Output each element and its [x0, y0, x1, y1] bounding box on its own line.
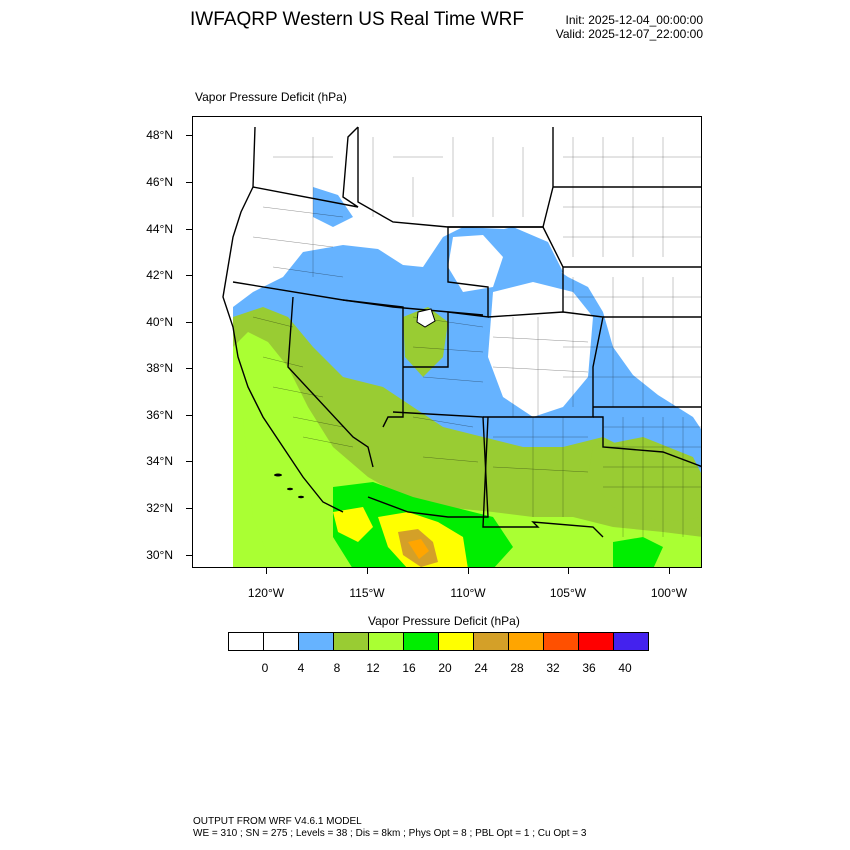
- colorbar-box: [438, 632, 474, 651]
- vpd-region-olive-utah: [403, 307, 448, 377]
- lat-tick: [186, 508, 192, 509]
- lon-label-115: 115°W: [349, 586, 385, 600]
- colorbar-label: 20: [438, 661, 452, 675]
- colorbar-box: [263, 632, 299, 651]
- vpd-region-light-green-ca: [243, 417, 343, 567]
- lon-tick: [669, 568, 670, 574]
- model-config: WE = 310 ; SN = 275 ; Levels = 38 ; Dis …: [193, 828, 587, 839]
- colorbar-box: [228, 632, 264, 651]
- map-title: IWFAQRP Western US Real Time WRF: [190, 9, 524, 30]
- lat-tick: [186, 461, 192, 462]
- colorbar-box: [613, 632, 649, 651]
- lat-label-34: 34°N: [146, 454, 173, 468]
- vpd-region-orange: [408, 539, 429, 559]
- colorbar-box: [578, 632, 614, 651]
- lat-tick: [186, 275, 192, 276]
- colorbar-label: 28: [510, 661, 524, 675]
- colorbar-box: [403, 632, 439, 651]
- model-info: OUTPUT FROM WRF V4.6.1 MODEL: [193, 816, 362, 827]
- lat-tick: [186, 415, 192, 416]
- valid-time: Valid: 2025-12-07_22:00:00: [555, 27, 703, 41]
- colorbar-box: [543, 632, 579, 651]
- lat-tick: [186, 229, 192, 230]
- lon-tick: [568, 568, 569, 574]
- colorbar-label: 32: [546, 661, 560, 675]
- lat-tick: [186, 368, 192, 369]
- vpd-region-green-se: [613, 537, 663, 567]
- vpd-low-wyoming: [448, 235, 503, 292]
- lon-tick: [367, 568, 368, 574]
- lon-label-100: 100°W: [650, 586, 688, 600]
- colorbar-label: 8: [333, 661, 341, 675]
- lat-label-30: 30°N: [146, 548, 173, 562]
- colorbar-label: 16: [402, 661, 416, 675]
- vpd-region-light-blue-wy: [478, 227, 563, 282]
- vpd-region-olive-texas: [588, 437, 701, 522]
- colorbar-box: [333, 632, 369, 651]
- county-borders: [252, 137, 701, 537]
- lon-label-105: 105°W: [549, 586, 587, 600]
- vpd-map-canvas: [193, 117, 701, 567]
- map-plot: [192, 116, 702, 568]
- colorbar-box: [298, 632, 334, 651]
- lon-tick: [266, 568, 267, 574]
- lat-label-38: 38°N: [146, 361, 173, 375]
- colorbar-label: 24: [474, 661, 488, 675]
- colorbar-label: 36: [582, 661, 596, 675]
- colorbar-title: Vapor Pressure Deficit (hPa): [368, 614, 520, 628]
- colorbar-box: [368, 632, 404, 651]
- init-time: Init: 2025-12-04_00:00:00: [565, 13, 703, 27]
- lat-label-40: 40°N: [146, 315, 173, 329]
- lat-tick: [186, 135, 192, 136]
- lake-shape: [416, 308, 436, 328]
- lat-tick: [186, 322, 192, 323]
- colorbar-label: 0: [261, 661, 269, 675]
- colorbar-box: [473, 632, 509, 651]
- state-borders: [222, 126, 701, 538]
- vpd-region-yellow-baja: [333, 507, 373, 542]
- colorbar-box: [508, 632, 544, 651]
- colorbar-label: 12: [366, 661, 380, 675]
- lat-tick: [186, 555, 192, 556]
- lat-label-44: 44°N: [146, 222, 173, 236]
- lat-tick: [186, 182, 192, 183]
- colorbar: [228, 632, 649, 651]
- lat-label-42: 42°N: [146, 268, 173, 282]
- lat-label-46: 46°N: [146, 175, 173, 189]
- lon-label-110: 110°W: [450, 586, 486, 600]
- lat-label-36: 36°N: [146, 408, 173, 422]
- colorbar-label: 4: [297, 661, 305, 675]
- lat-label-48: 48°N: [146, 128, 173, 142]
- field-label: Vapor Pressure Deficit (hPa): [195, 90, 347, 104]
- lat-label-32: 32°N: [146, 501, 173, 515]
- islands: [274, 473, 304, 499]
- colorbar-label: 40: [618, 661, 632, 675]
- lon-tick: [468, 568, 469, 574]
- lon-label-120: 120°W: [247, 586, 285, 600]
